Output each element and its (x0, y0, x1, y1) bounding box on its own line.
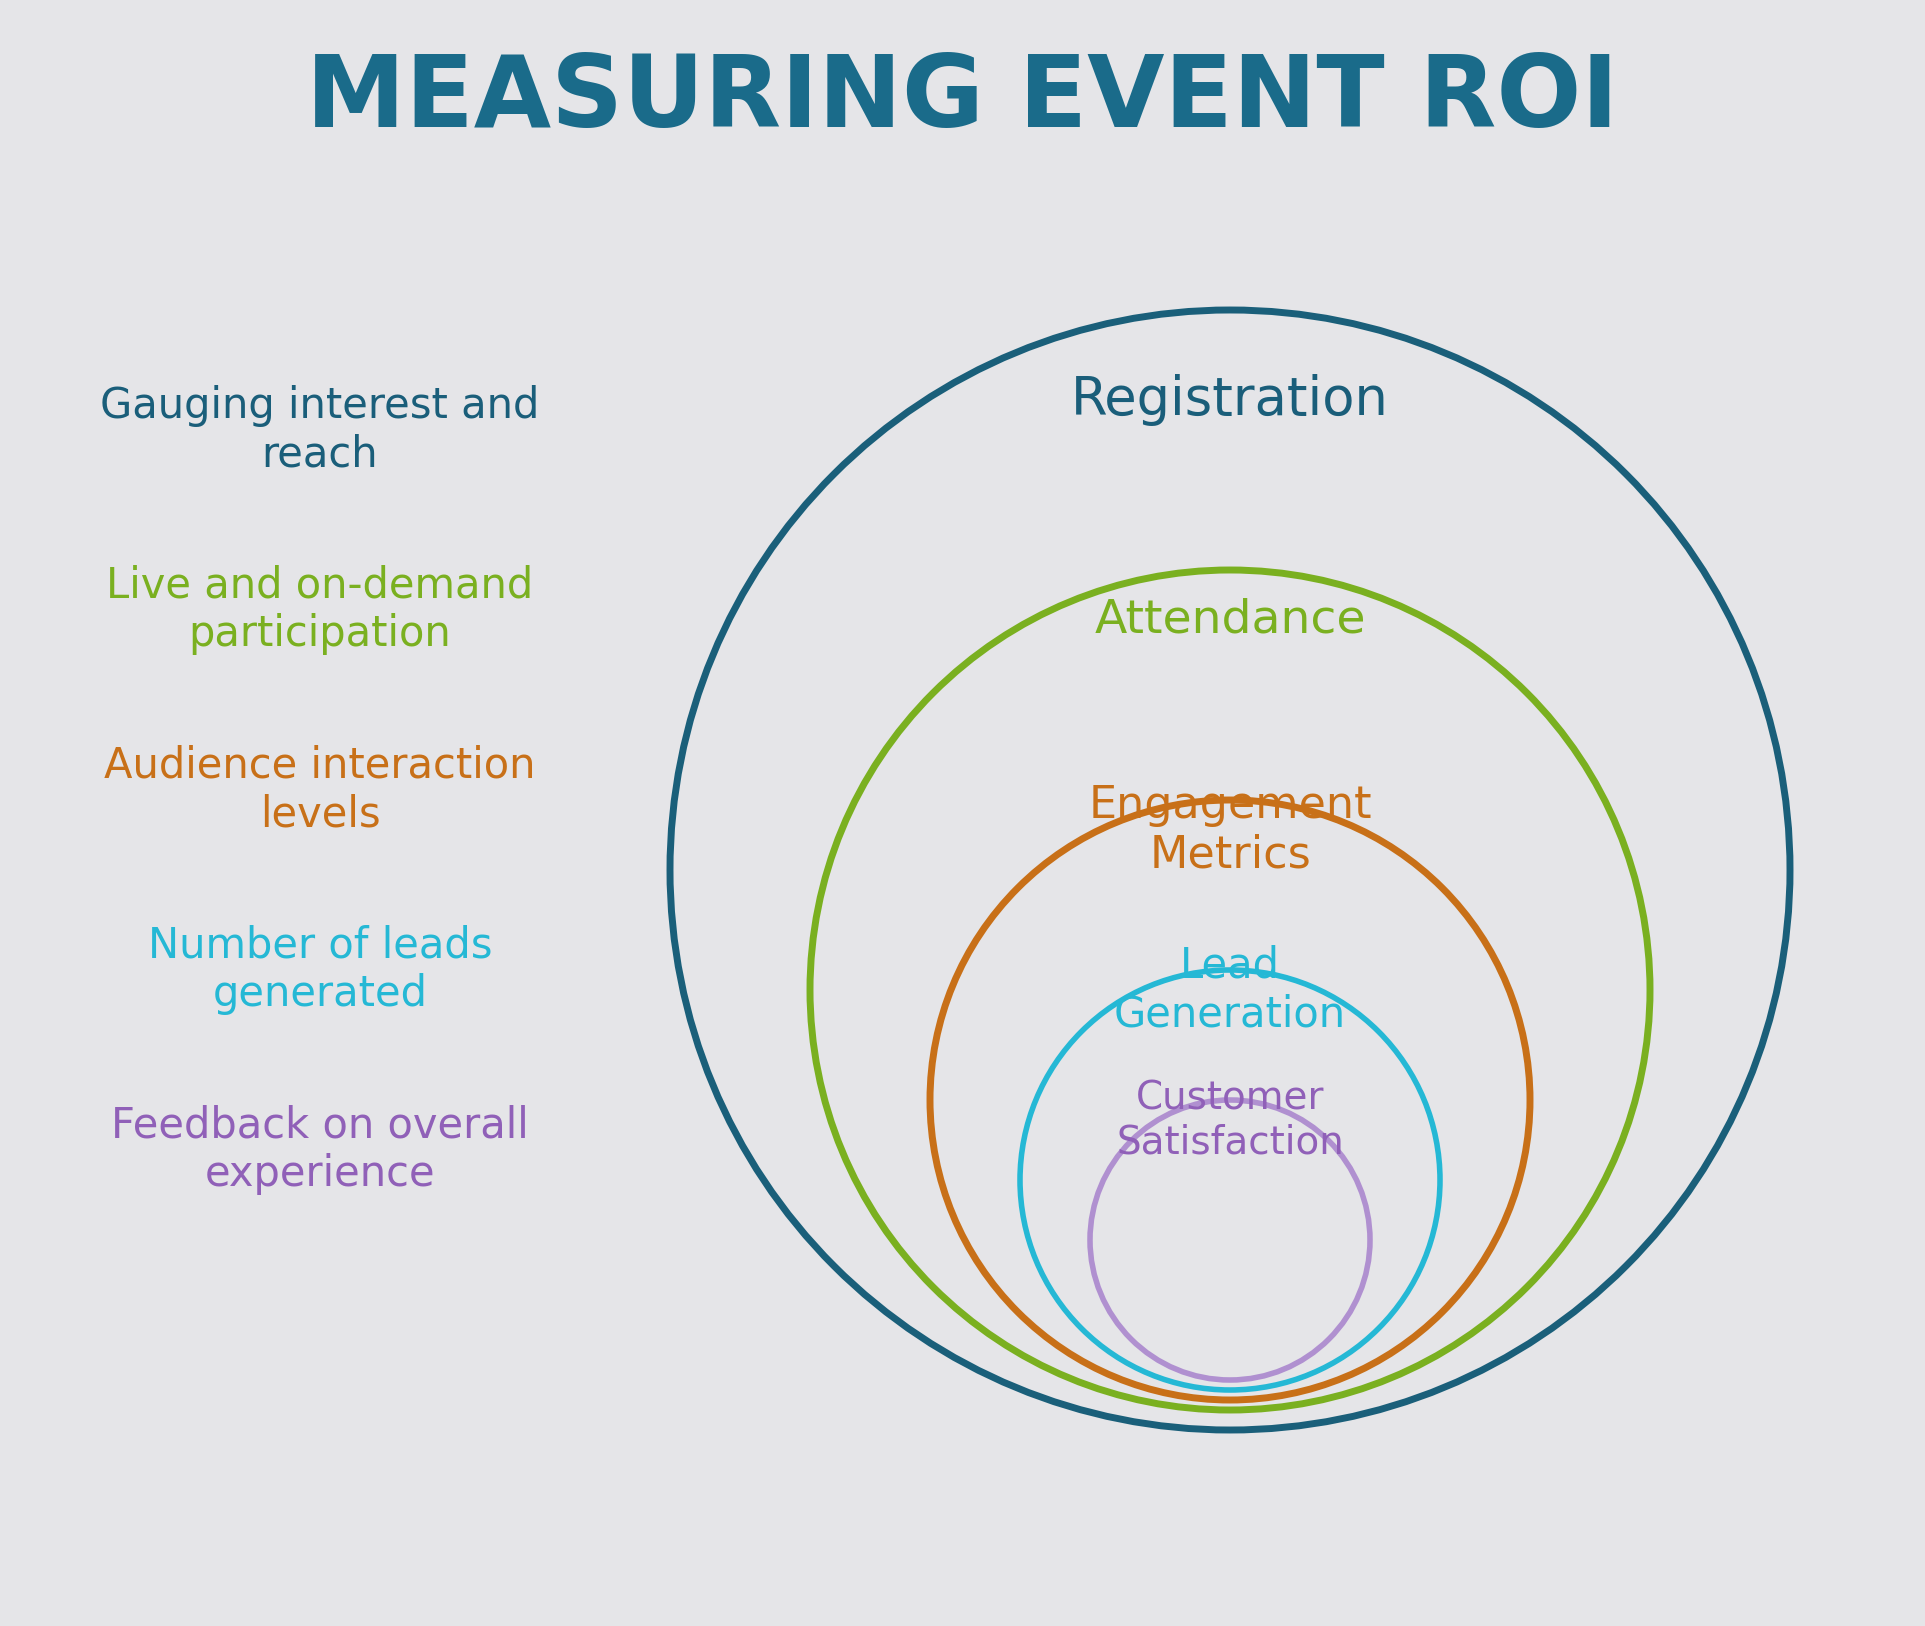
Text: Customer
Satisfaction: Customer Satisfaction (1116, 1080, 1344, 1161)
Text: Audience interaction
levels: Audience interaction levels (104, 745, 535, 836)
Text: Engagement
Metrics: Engagement Metrics (1088, 784, 1373, 876)
Text: Feedback on overall
experience: Feedback on overall experience (112, 1104, 529, 1195)
Text: Registration: Registration (1070, 374, 1390, 426)
Text: Attendance: Attendance (1093, 597, 1365, 642)
Text: Live and on-demand
participation: Live and on-demand participation (106, 564, 533, 655)
Text: Lead
Generation: Lead Generation (1115, 945, 1346, 1036)
Text: MEASURING EVENT ROI: MEASURING EVENT ROI (306, 52, 1619, 148)
Text: Number of leads
generated: Number of leads generated (148, 925, 493, 1015)
Text: Gauging interest and
reach: Gauging interest and reach (100, 385, 539, 475)
